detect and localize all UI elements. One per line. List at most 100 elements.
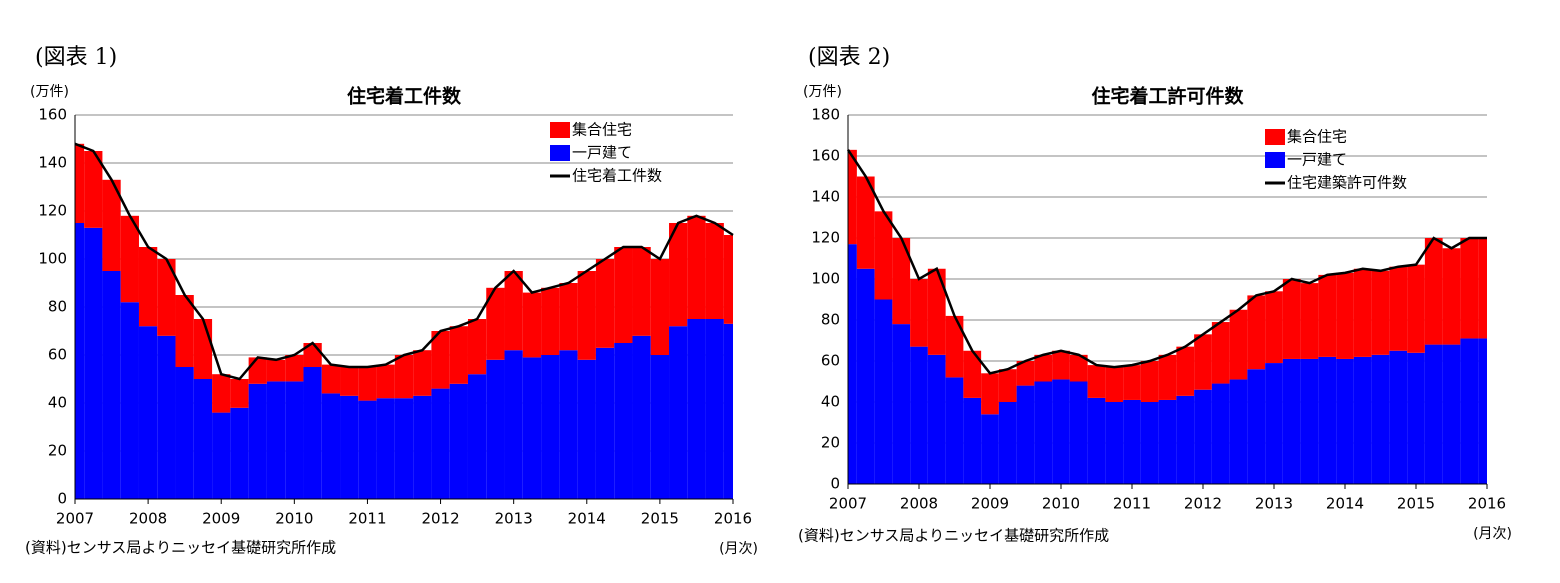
bar-segment xyxy=(687,215,706,319)
bar-segment xyxy=(467,319,487,375)
bar-segment xyxy=(321,393,341,499)
bar-segment xyxy=(138,326,158,499)
x-tick-label: 2016 xyxy=(714,510,752,528)
bar-segment xyxy=(340,367,359,396)
y-tick-label: 100 xyxy=(811,270,840,288)
bar-segment xyxy=(963,350,982,398)
bar-segment xyxy=(431,388,450,499)
bar-segment xyxy=(303,367,322,499)
bar-segment xyxy=(486,287,505,360)
x-tick-label: 2011 xyxy=(1113,495,1151,513)
y-unit: (万件) xyxy=(30,84,69,100)
y-tick-label: 60 xyxy=(821,352,840,370)
bar-segment xyxy=(998,369,1017,402)
bar-segment xyxy=(1265,363,1283,484)
y-tick-label: 180 xyxy=(811,106,840,124)
bar-segment xyxy=(230,379,249,408)
bar-segment xyxy=(1123,399,1141,484)
bar-segment xyxy=(1247,369,1266,484)
bar-segment xyxy=(1371,270,1390,355)
bar-segment xyxy=(614,247,633,343)
chart-title: 住宅着工件数 xyxy=(347,85,462,108)
bar-segment xyxy=(1407,352,1425,484)
bar-segment xyxy=(230,407,249,499)
bar-segment xyxy=(75,223,85,499)
y-tick-label: 0 xyxy=(57,490,67,508)
bar-segment xyxy=(157,259,176,336)
bar-segment xyxy=(358,400,377,499)
bar-segment xyxy=(1336,272,1354,359)
bar-segment xyxy=(1069,354,1088,382)
bar-segment xyxy=(1123,365,1141,400)
bar-segment xyxy=(413,350,432,396)
bar-segment xyxy=(723,235,733,324)
bar-segment xyxy=(1105,367,1124,402)
bar-segment xyxy=(1460,338,1479,484)
x-tick-label: 2016 xyxy=(1468,495,1506,513)
bar-segment xyxy=(1389,266,1408,351)
bar-segment xyxy=(1442,344,1461,484)
bar-segment xyxy=(522,292,542,358)
bar-segment xyxy=(248,357,267,384)
bar-segment xyxy=(193,379,213,499)
bar-segment xyxy=(1087,365,1106,398)
bar-segment xyxy=(1194,389,1212,484)
x-tick-label: 2015 xyxy=(1397,495,1435,513)
bar-segment xyxy=(998,402,1017,484)
legend-label: 一戸建て xyxy=(572,144,632,162)
legend-swatch xyxy=(550,145,570,161)
y-tick-label: 160 xyxy=(811,147,840,165)
bar-segment xyxy=(504,271,523,351)
bar-segment xyxy=(1211,383,1230,484)
bar-segment xyxy=(102,179,121,271)
y-tick-label: 20 xyxy=(821,434,840,452)
bar-segment xyxy=(340,395,359,499)
legend-swatch xyxy=(1265,129,1285,145)
bar-segment xyxy=(541,355,560,499)
y-tick-label: 40 xyxy=(821,393,840,411)
bar-segment xyxy=(1016,385,1035,484)
x-unit: (月次) xyxy=(1473,526,1512,542)
bar-segment xyxy=(1336,358,1354,484)
bar-segment xyxy=(212,374,231,413)
x-tick-label: 2014 xyxy=(568,510,606,528)
bar-segment xyxy=(394,398,414,499)
bar-segment xyxy=(1105,402,1124,484)
bar-segment xyxy=(1176,346,1195,396)
source-note: (資料)センサス局よりニッセイ基礎研究所作成 xyxy=(798,527,1109,545)
bar-segment xyxy=(559,283,578,351)
bar-segment xyxy=(1176,395,1195,484)
bar-segment xyxy=(910,279,928,347)
bar-segment xyxy=(285,381,304,499)
x-tick-label: 2008 xyxy=(900,495,938,513)
bar-segment xyxy=(1211,322,1230,384)
bar-segment xyxy=(486,359,505,499)
bar-segment xyxy=(669,223,688,327)
bar-segment xyxy=(449,383,468,499)
bar-segment xyxy=(705,319,724,499)
x-tick-label: 2012 xyxy=(1184,495,1222,513)
x-tick-label: 2009 xyxy=(202,510,240,528)
bar-segment xyxy=(1353,356,1372,484)
figure-label: (図表 1) xyxy=(35,45,117,70)
x-tick-label: 2012 xyxy=(421,510,459,528)
bar-segment xyxy=(650,355,670,499)
bar-segment xyxy=(1478,338,1487,484)
bar-segment xyxy=(266,381,286,499)
legend-label: 住宅着工件数 xyxy=(572,167,662,185)
bar-segment xyxy=(650,259,670,355)
bar-segment xyxy=(1460,238,1479,339)
bar-segment xyxy=(874,299,893,484)
total-line xyxy=(74,142,734,381)
bar-segment xyxy=(376,364,395,399)
bar-segment xyxy=(1140,361,1159,402)
bar-segment xyxy=(266,359,286,382)
x-tick-label: 2013 xyxy=(1255,495,1293,513)
x-tick-label: 2007 xyxy=(56,510,94,528)
bar-segment xyxy=(321,364,341,394)
bar-segment xyxy=(1300,358,1319,484)
bar-segment xyxy=(1034,354,1053,382)
bar-segment xyxy=(358,367,377,401)
bar-segment xyxy=(212,412,231,499)
